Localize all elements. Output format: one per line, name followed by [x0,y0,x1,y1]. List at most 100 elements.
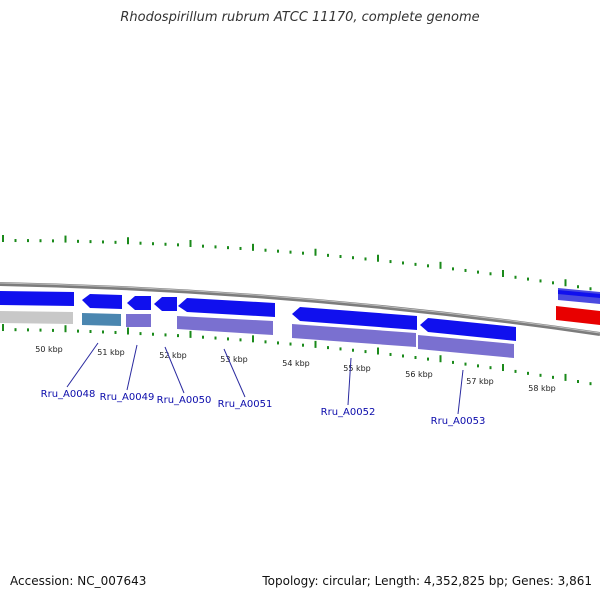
gene-label[interactable]: Rru_A0053 [431,416,486,427]
gc-tick [239,338,242,342]
gc-tick [27,239,29,243]
gc-tick [64,325,67,333]
cds-feature[interactable] [154,297,177,311]
cds-feature[interactable] [292,307,417,330]
gc-tick [564,279,567,287]
gc-tick [377,347,379,355]
gc-tick [177,334,179,338]
gc-tick [414,356,417,360]
gc-tick [552,281,554,285]
gc-tick [414,262,417,266]
gc-tick [252,335,254,343]
gc-tick [527,371,529,375]
gc-tick [114,240,117,244]
gc-tick [589,287,592,291]
gc-tick [89,330,92,334]
gc-tick [177,243,179,247]
gc-tick [152,332,154,336]
gc-tick [52,328,54,332]
gc-tick [552,375,554,379]
gene-feature[interactable] [177,316,273,335]
gc-tick [514,369,517,373]
cds-feature[interactable] [82,294,122,309]
gc-tick [389,352,392,356]
gene-label[interactable]: Rru_A0051 [218,399,273,410]
gc-tick [127,237,129,245]
gene-label[interactable]: Rru_A0050 [157,395,212,406]
gene-label[interactable]: Rru_A0049 [100,392,155,403]
gc-tick [189,239,192,247]
scale-label: 57 kbp [466,377,494,386]
gc-tick [77,239,79,243]
scale-label: 55 kbp [343,364,371,373]
gene-feature[interactable] [0,311,73,324]
gene-feature[interactable] [292,324,416,347]
gc-tick [589,382,592,386]
gc-tick [352,348,354,352]
gc-tick [27,328,29,332]
gene-label[interactable]: Rru_A0048 [41,389,96,400]
gc-tick [39,328,42,332]
cds-feature[interactable] [0,291,74,306]
gc-tick [352,256,354,260]
gc-tick [77,329,79,333]
cds-feature[interactable] [178,298,275,317]
gc-tick [502,270,504,278]
gene-feature[interactable] [126,314,151,327]
gc-tick [439,261,442,269]
gc-tick [114,330,117,334]
gc-tick [339,347,342,351]
scale-label: 56 kbp [405,370,433,379]
gc-tick [152,242,154,246]
gc-tick [14,328,17,332]
gc-tick [339,255,342,259]
cds-feature[interactable] [420,318,516,341]
genome-summary-text: Topology: circular; Length: 4,352,825 bp… [262,574,592,588]
gc-tick [577,285,579,289]
leader-line [347,357,352,406]
gc-tick [427,264,429,268]
backbone-track [0,282,600,336]
gc-tick [477,270,479,274]
leader-line [164,346,185,394]
gene-feature[interactable] [556,306,600,325]
accession-text: Accession: NC_007643 [10,574,147,588]
gene-feature[interactable] [418,335,514,358]
gc-tick [577,380,579,384]
gc-tick [239,246,242,250]
leader-line [66,342,99,388]
gc-tick [127,327,129,335]
gc-tick [89,240,92,244]
gc-tick [214,336,217,340]
cds-feature[interactable] [127,296,151,310]
gc-tick [52,239,54,243]
gc-tick [302,343,304,347]
gc-tick [364,257,367,261]
scale-label: 50 kbp [35,345,63,354]
gc-tick [264,340,267,344]
map-title: Rhodospirillum rubrum ATCC 11170, comple… [120,10,480,25]
gc-tick [302,251,304,255]
backbone-highlight [0,282,600,334]
cds-feature[interactable] [558,290,600,298]
gc-tick [227,337,229,341]
gc-tick [502,364,504,372]
scale-label: 58 kbp [528,384,556,393]
gc-tick [39,239,42,243]
gc-tick [527,277,529,281]
gene-label[interactable]: Rru_A0052 [321,407,376,418]
gc-tick [539,373,542,377]
gc-tick [327,253,329,257]
gc-tick [277,249,279,253]
gc-tick [514,275,517,279]
gc-tick [189,330,192,338]
gc-tick [314,248,317,256]
gc-tick [477,364,479,368]
gc-tick [377,254,379,262]
gc-tick [102,330,104,334]
gene-feature[interactable] [82,313,121,326]
gc-tick [227,246,229,250]
gc-tick [202,335,204,339]
scale-label: 54 kbp [282,359,310,368]
